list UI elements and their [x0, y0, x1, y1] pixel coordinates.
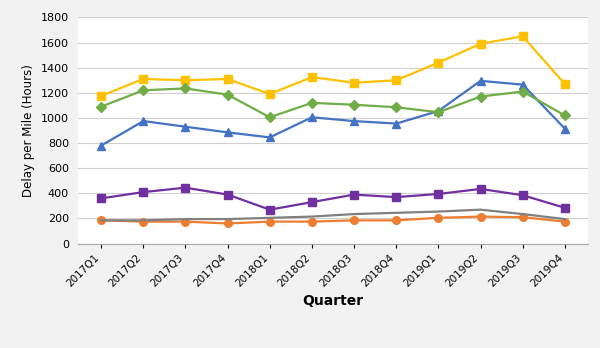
Rural Freeway: [182, 185, 189, 190]
Urban Interstate: [224, 130, 231, 134]
Rural Interstate: [98, 218, 105, 222]
Urban Freeway: [519, 34, 526, 38]
Rural Freeway: [98, 196, 105, 200]
Rural Interstate: [350, 218, 358, 222]
Line: Rural Freeway: Rural Freeway: [97, 184, 569, 213]
Urban Interstate: [182, 125, 189, 129]
Urban Interstate: [561, 127, 568, 131]
Urban NHS Arterials: [392, 105, 400, 109]
Rural NHS Arterials: [435, 209, 442, 214]
Urban Interstate: [98, 143, 105, 148]
Rural Freeway: [477, 187, 484, 191]
Rural Interstate: [477, 214, 484, 219]
Rural Freeway: [140, 190, 147, 194]
Urban NHS Arterials: [308, 101, 316, 105]
Rural Interstate: [435, 216, 442, 220]
Rural Interstate: [182, 220, 189, 224]
Urban Interstate: [266, 135, 274, 140]
Urban Freeway: [182, 78, 189, 82]
Rural Freeway: [519, 193, 526, 197]
Urban Freeway: [98, 94, 105, 98]
Line: Urban Freeway: Urban Freeway: [97, 32, 569, 100]
Rural Interstate: [224, 221, 231, 226]
Rural Interstate: [308, 220, 316, 224]
Line: Urban NHS Arterials: Urban NHS Arterials: [97, 85, 569, 121]
Urban Interstate: [435, 109, 442, 113]
Line: Urban Interstate: Urban Interstate: [97, 77, 569, 149]
Urban Freeway: [266, 92, 274, 96]
Urban NHS Arterials: [266, 115, 274, 119]
Rural NHS Arterials: [561, 217, 568, 221]
Urban Freeway: [435, 61, 442, 65]
Urban Interstate: [477, 79, 484, 83]
Urban Interstate: [308, 115, 316, 119]
Urban Freeway: [392, 78, 400, 82]
Urban Freeway: [308, 75, 316, 79]
Urban NHS Arterials: [519, 89, 526, 94]
Urban NHS Arterials: [140, 88, 147, 92]
Rural NHS Arterials: [477, 207, 484, 212]
Rural NHS Arterials: [224, 217, 231, 221]
Urban NHS Arterials: [435, 110, 442, 114]
Rural NHS Arterials: [98, 218, 105, 222]
Rural NHS Arterials: [266, 216, 274, 220]
Urban NHS Arterials: [477, 95, 484, 99]
Rural Freeway: [266, 207, 274, 212]
Rural Interstate: [519, 215, 526, 219]
Urban Interstate: [140, 119, 147, 123]
Urban Freeway: [561, 82, 568, 86]
Urban NHS Arterials: [224, 93, 231, 97]
Urban Interstate: [392, 121, 400, 126]
Urban Freeway: [350, 81, 358, 85]
Urban NHS Arterials: [182, 86, 189, 90]
Rural NHS Arterials: [519, 212, 526, 216]
Rural NHS Arterials: [182, 217, 189, 221]
Urban Interstate: [350, 119, 358, 123]
Rural Freeway: [561, 206, 568, 210]
Rural NHS Arterials: [350, 212, 358, 216]
Rural Freeway: [435, 192, 442, 196]
Rural NHS Arterials: [308, 214, 316, 219]
Urban Freeway: [477, 42, 484, 46]
Urban Interstate: [519, 82, 526, 87]
Urban NHS Arterials: [561, 113, 568, 118]
Rural Interstate: [266, 220, 274, 224]
Rural Freeway: [350, 192, 358, 197]
Rural Interstate: [392, 218, 400, 222]
Urban Freeway: [140, 77, 147, 81]
Line: Rural Interstate: Rural Interstate: [97, 213, 569, 227]
Rural NHS Arterials: [140, 218, 147, 222]
Rural Freeway: [224, 192, 231, 197]
Urban Freeway: [224, 77, 231, 81]
Rural NHS Arterials: [392, 211, 400, 215]
Rural Interstate: [140, 220, 147, 224]
Rural Freeway: [308, 200, 316, 204]
Urban NHS Arterials: [350, 103, 358, 107]
Rural Interstate: [561, 220, 568, 224]
Y-axis label: Delay per Mile (Hours): Delay per Mile (Hours): [22, 64, 35, 197]
X-axis label: Quarter: Quarter: [302, 294, 364, 308]
Rural Freeway: [392, 195, 400, 199]
Line: Rural NHS Arterials: Rural NHS Arterials: [101, 209, 565, 220]
Urban NHS Arterials: [98, 104, 105, 109]
